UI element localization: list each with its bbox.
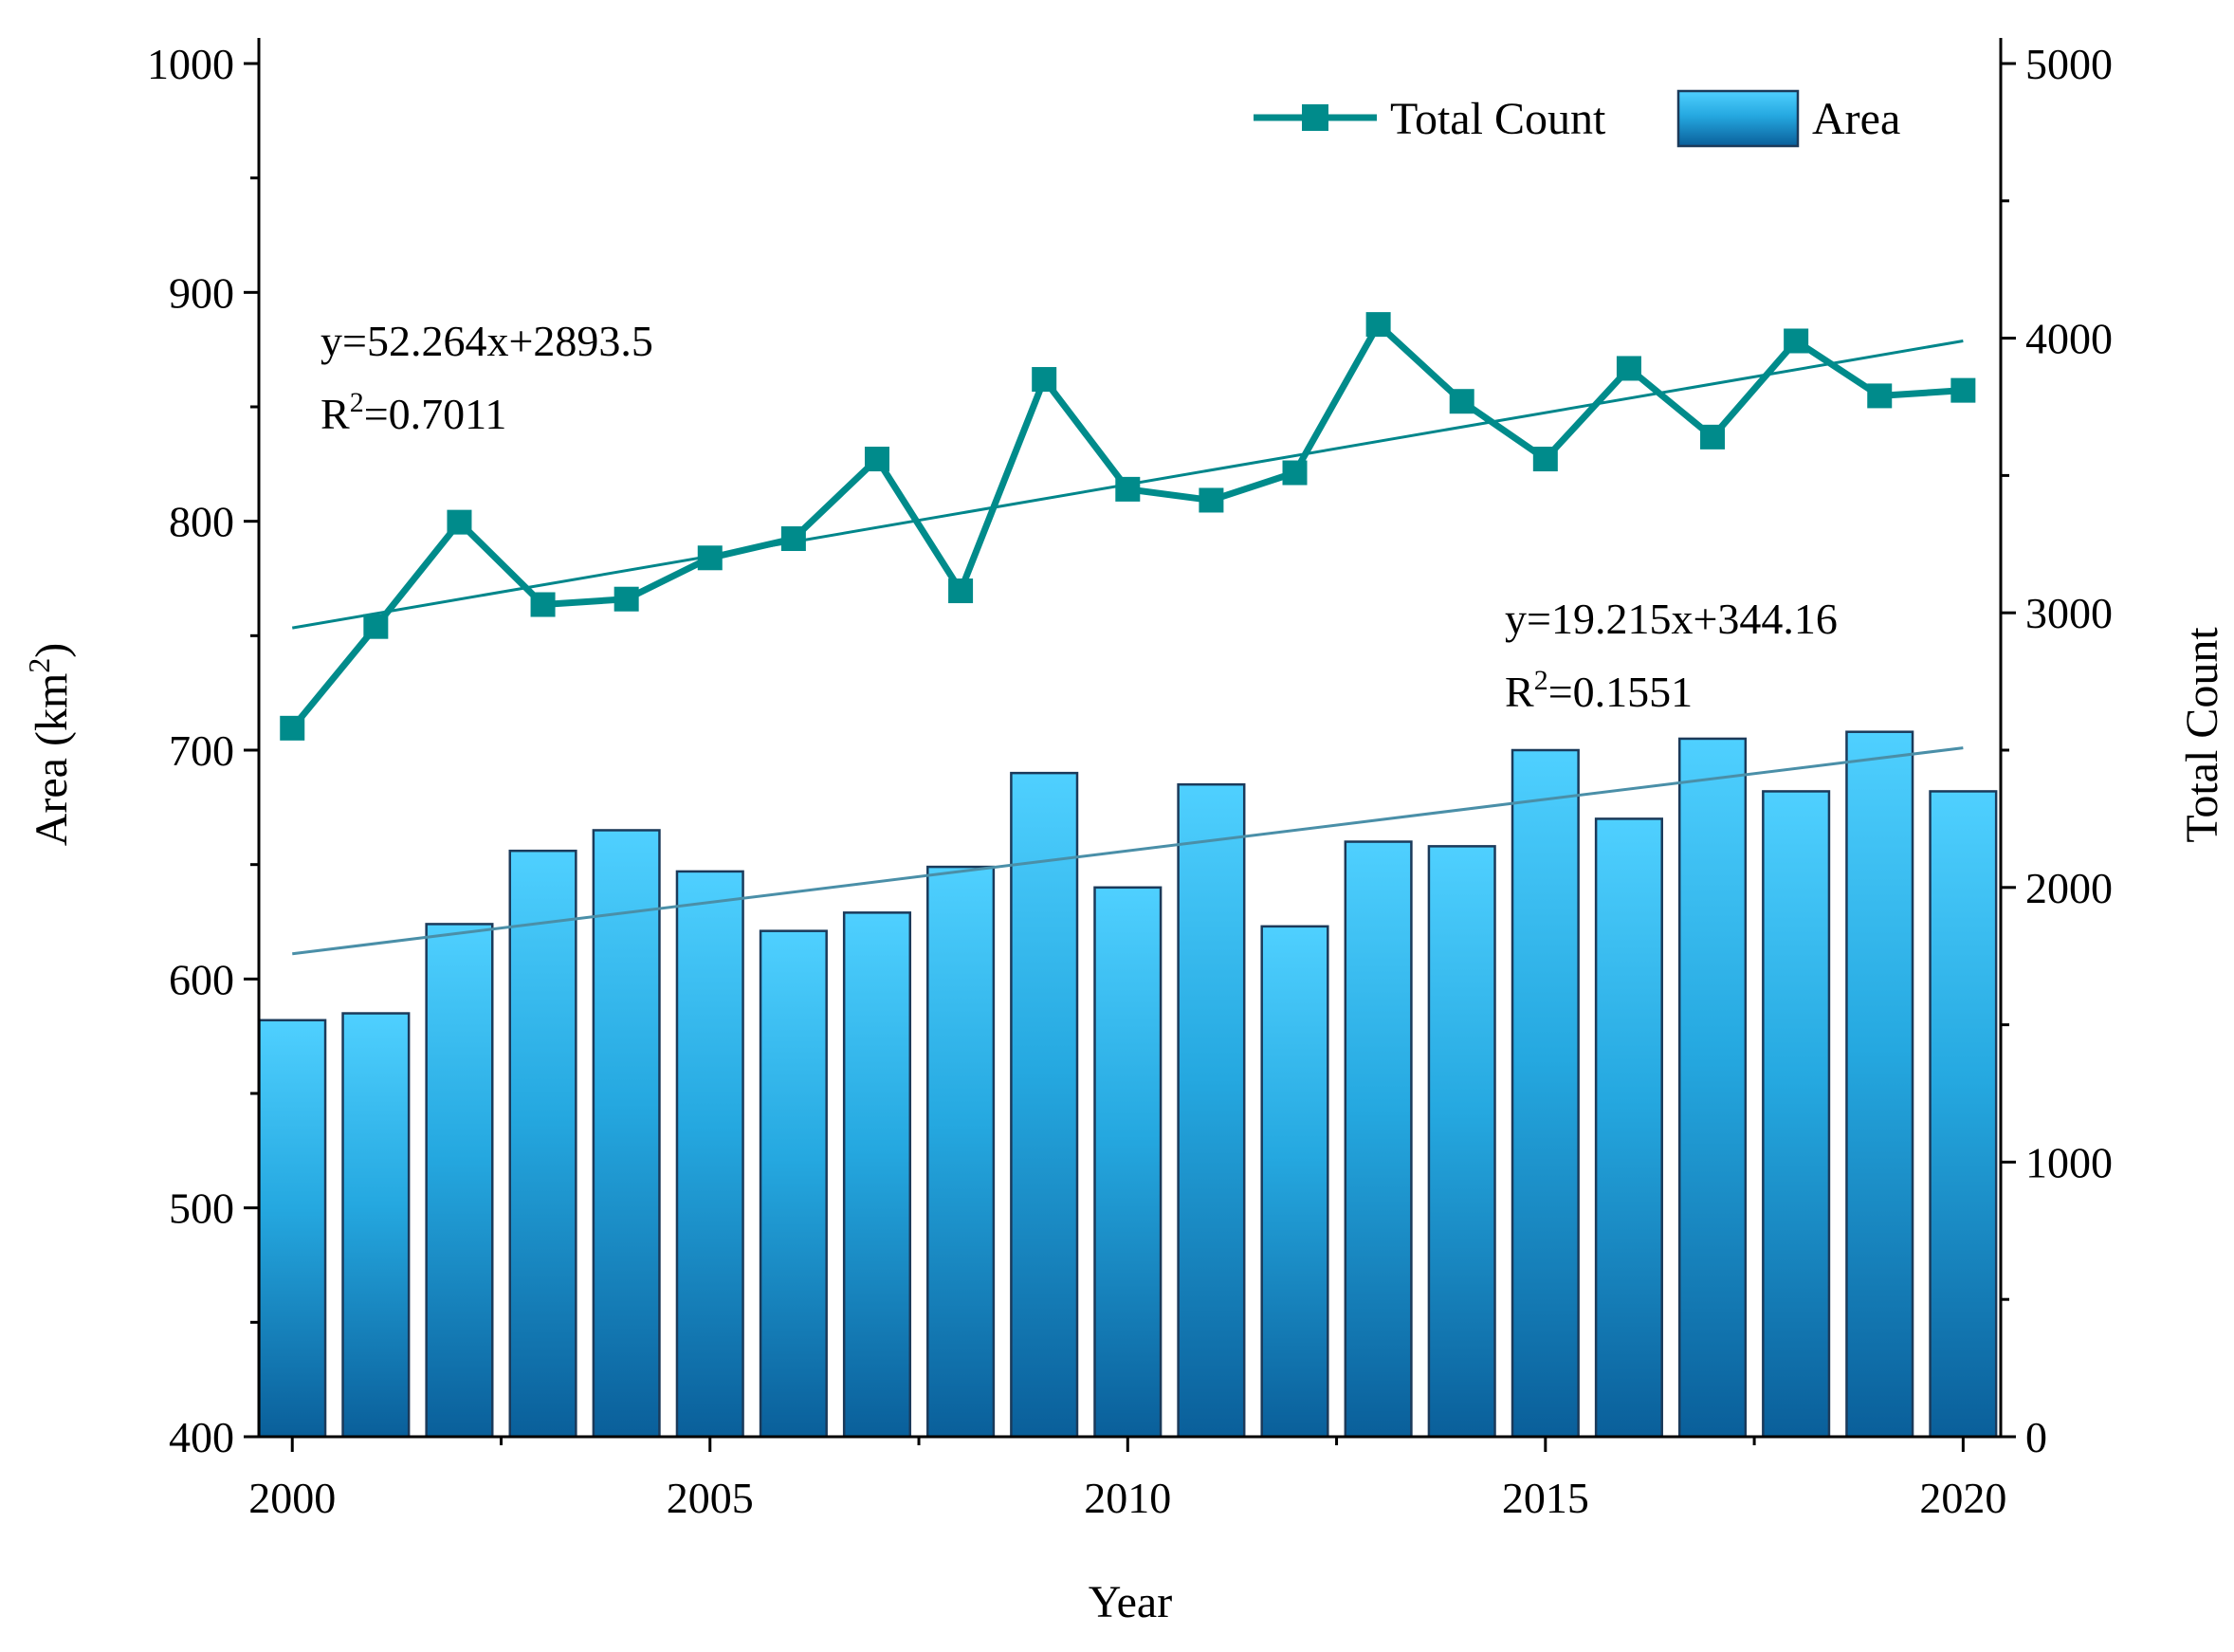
legend-total-count-marker xyxy=(1302,104,1328,131)
total-count-marker-2020 xyxy=(1950,377,1976,403)
area-bar-2001 xyxy=(341,1012,411,1439)
area-bar-2013 xyxy=(1344,840,1413,1439)
area-trend-annotation: y=19.215x+344.16 R2=0.1551 xyxy=(1505,595,1838,716)
area-bar-2014 xyxy=(1427,845,1496,1439)
right-tick-label: 3000 xyxy=(2025,589,2113,637)
legend: Total Count Area xyxy=(1254,89,1900,148)
legend-area-label: Area xyxy=(1812,94,1900,144)
area-bar-2002 xyxy=(425,923,494,1439)
total-count-trend-annotation: y=52.264x+2893.5 R2=0.7011 xyxy=(320,317,653,438)
total-count-marker-2004 xyxy=(613,586,639,612)
total-count-marker-2005 xyxy=(697,545,723,571)
total-count-marker-2008 xyxy=(948,578,974,604)
area-bar-2015 xyxy=(1511,748,1580,1439)
legend-total-count-label: Total Count xyxy=(1390,94,1606,144)
x-tick-label: 2015 xyxy=(1502,1474,1589,1522)
right-tick-label: 4000 xyxy=(2025,315,2113,363)
x-tick-label: 2000 xyxy=(248,1474,336,1522)
total-count-marker-2006 xyxy=(780,526,806,552)
area-bar-2012 xyxy=(1260,925,1329,1439)
area-bar-2006 xyxy=(759,929,828,1439)
area-bar-2017 xyxy=(1677,737,1748,1439)
area-bar-2019 xyxy=(1845,730,1914,1439)
x-axis-title: Year xyxy=(1089,1577,1172,1627)
total-count-marker-2016 xyxy=(1616,356,1641,381)
left-tick-label: 900 xyxy=(169,268,234,317)
total-count-marker-2017 xyxy=(1700,424,1726,450)
right-axis-ticks: 0 1000 2000 3000 4000 5000 xyxy=(2001,40,2113,1461)
total-count-marker-2015 xyxy=(1532,447,1558,472)
area-bar-2004 xyxy=(592,829,661,1439)
total-count-marker-2003 xyxy=(530,592,556,617)
total-count-marker-2001 xyxy=(363,614,389,639)
total-count-marker-2011 xyxy=(1199,487,1224,513)
area-equation: y=19.215x+344.16 xyxy=(1505,595,1838,643)
area-bar-2011 xyxy=(1177,782,1246,1439)
area-bar-2005 xyxy=(675,870,744,1439)
total-count-marker-2018 xyxy=(1784,328,1809,354)
total-count-marker-2019 xyxy=(1867,383,1893,409)
area-bar-2018 xyxy=(1762,790,1831,1439)
area-bar-2000 xyxy=(258,1019,327,1439)
total-count-marker-2002 xyxy=(447,509,472,535)
total-count-marker-2012 xyxy=(1282,460,1308,486)
left-tick-label: 1000 xyxy=(147,40,234,88)
left-tick-label: 800 xyxy=(169,498,234,546)
total-count-marker-2009 xyxy=(1032,367,1057,393)
total-count-marker-2000 xyxy=(280,715,305,741)
left-tick-label: 700 xyxy=(169,726,234,775)
left-tick-label: 400 xyxy=(169,1413,234,1461)
area-bar-2010 xyxy=(1093,886,1163,1439)
right-tick-label: 5000 xyxy=(2025,40,2113,88)
left-tick-label: 600 xyxy=(169,955,234,1003)
total-count-marker-2013 xyxy=(1365,312,1391,338)
total-count-marker-2014 xyxy=(1449,389,1474,414)
area-bar-2016 xyxy=(1594,817,1663,1439)
left-axis-title: Area (km2) xyxy=(22,643,77,847)
area-bar-2003 xyxy=(508,849,577,1439)
left-axis-ticks: 400 500 600 700 800 900 1000 xyxy=(147,40,259,1461)
right-tick-label: 1000 xyxy=(2025,1138,2113,1186)
total-count-markers xyxy=(280,312,1976,741)
legend-area-swatch xyxy=(1676,89,1800,148)
area-trendline xyxy=(292,746,1964,956)
right-tick-label: 2000 xyxy=(2025,864,2113,912)
right-axis-title: Total Count xyxy=(2177,627,2227,843)
area-bar-2009 xyxy=(1010,771,1079,1439)
total-count-marker-2010 xyxy=(1115,476,1141,502)
area-bar-2007 xyxy=(842,911,912,1439)
x-tick-label: 2020 xyxy=(1919,1474,2006,1522)
total-count-marker-2007 xyxy=(864,447,889,472)
area-bar-2008 xyxy=(926,865,996,1439)
right-tick-label: 0 xyxy=(2025,1413,2047,1461)
total-count-r2: R2=0.7011 xyxy=(320,387,506,438)
area-r2: R2=0.1551 xyxy=(1505,665,1693,716)
x-axis-ticks: 2000 2005 2010 2015 2020 xyxy=(248,1437,2006,1522)
area-bars xyxy=(258,730,1998,1439)
x-tick-label: 2005 xyxy=(667,1474,754,1522)
area-bar-2020 xyxy=(1929,790,1998,1439)
left-tick-label: 500 xyxy=(169,1184,234,1233)
x-tick-label: 2010 xyxy=(1084,1474,1171,1522)
total-count-equation: y=52.264x+2893.5 xyxy=(320,317,653,365)
